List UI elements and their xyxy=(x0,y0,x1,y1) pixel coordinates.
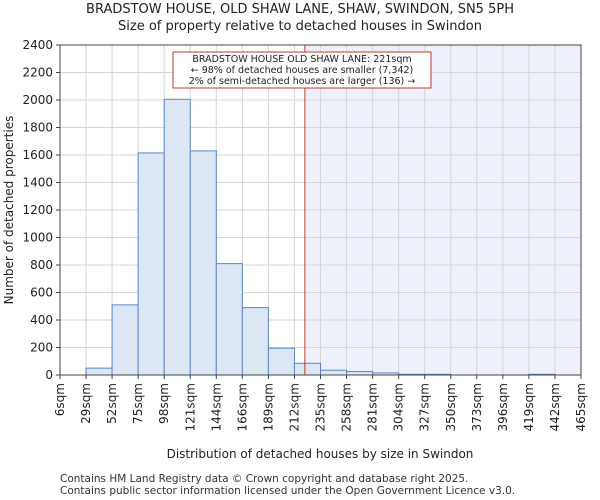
y-tick-label: 1000 xyxy=(22,231,53,245)
x-tick-label: 419sqm xyxy=(522,383,536,431)
y-tick-label: 600 xyxy=(30,286,53,300)
x-tick-label: 29sqm xyxy=(79,383,93,424)
x-tick-label: 52sqm xyxy=(105,383,119,424)
chart-title: BRADSTOW HOUSE, OLD SHAW LANE, SHAW, SWI… xyxy=(86,2,514,17)
x-tick-label: 98sqm xyxy=(157,383,171,424)
footer-line-1: Contains HM Land Registry data © Crown c… xyxy=(60,473,469,485)
histogram-bar xyxy=(137,152,165,376)
x-tick-label: 373sqm xyxy=(470,383,484,431)
annotation-line-2: ← 98% of detached houses are smaller (7,… xyxy=(191,65,414,76)
x-tick-label: 75sqm xyxy=(131,383,145,424)
x-tick-label: 396sqm xyxy=(496,383,510,431)
y-tick-label: 400 xyxy=(30,313,53,327)
histogram-bar xyxy=(85,367,113,376)
x-tick-label: 465sqm xyxy=(574,383,588,431)
histogram-bar xyxy=(111,304,139,376)
histogram-bar xyxy=(267,347,295,376)
x-tick-label: 189sqm xyxy=(261,383,275,431)
x-axis-label: Distribution of detached houses by size … xyxy=(167,447,474,461)
histogram-chart: 0 200 400 600 800 1000 1200 1400 1600 1800 2000 220… xyxy=(2,38,588,461)
y-tick-label: 2000 xyxy=(22,93,53,107)
histogram-bar xyxy=(241,307,269,376)
y-tick-label: 1600 xyxy=(22,148,53,162)
x-tick-label: 235sqm xyxy=(314,383,328,431)
x-tick-label: 442sqm xyxy=(548,383,562,431)
x-tick-label: 121sqm xyxy=(183,383,197,431)
histogram-bar xyxy=(163,98,191,376)
x-tick-label: 327sqm xyxy=(418,383,432,431)
y-tick-label: 200 xyxy=(30,341,53,355)
x-tick-label: 350sqm xyxy=(444,383,458,431)
annotation-line-1: BRADSTOW HOUSE OLD SHAW LANE: 221sqm xyxy=(192,54,411,65)
y-tick-label: 1800 xyxy=(22,121,53,135)
x-tick-label: 212sqm xyxy=(287,383,301,431)
histogram-bar xyxy=(320,369,348,376)
x-tick-label: 281sqm xyxy=(366,383,380,431)
x-tick-label: 6sqm xyxy=(53,383,67,416)
histogram-bar xyxy=(293,362,322,376)
y-tick-label: 0 xyxy=(45,368,53,382)
histogram-bar xyxy=(189,150,217,376)
x-tick-label: 166sqm xyxy=(235,383,249,431)
y-tick-label: 1400 xyxy=(22,176,53,190)
annotation-box: BRADSTOW HOUSE OLD SHAW LANE: 221sqm ← 9… xyxy=(172,51,432,89)
x-tick-label: 304sqm xyxy=(392,383,406,431)
chart-subtitle: Size of property relative to detached ho… xyxy=(118,19,482,34)
histogram-bar xyxy=(346,371,374,376)
x-tick-label: 258sqm xyxy=(340,383,354,431)
annotation-line-3: 2% of semi-detached houses are larger (1… xyxy=(189,76,416,87)
y-tick-label: 1200 xyxy=(22,203,53,217)
y-axis-label: Number of detached properties xyxy=(2,116,16,305)
histogram-bar xyxy=(215,263,243,376)
x-tick-label: 144sqm xyxy=(209,383,223,431)
y-tick-label: 2400 xyxy=(22,38,53,52)
footer-line-2: Contains public sector information licen… xyxy=(60,485,516,497)
y-tick-label: 800 xyxy=(30,258,53,272)
y-tick-label: 2200 xyxy=(22,66,53,80)
